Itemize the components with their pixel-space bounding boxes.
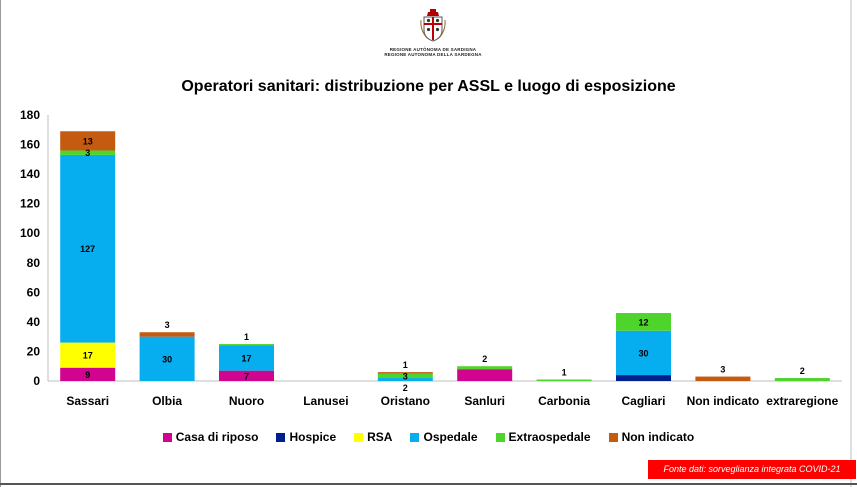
legend-item: RSA bbox=[354, 430, 392, 444]
y-tick-label: 60 bbox=[27, 285, 41, 299]
data-label: 13 bbox=[83, 136, 93, 146]
x-tick-label: Carbonia bbox=[538, 394, 590, 408]
legend-item: Casa di riposo bbox=[162, 430, 259, 444]
bar-segment bbox=[60, 342, 116, 368]
bar-segment bbox=[774, 378, 830, 381]
bar-segment bbox=[377, 373, 433, 379]
bar-segment bbox=[616, 375, 671, 381]
x-tick-label: extraregione bbox=[766, 394, 838, 408]
data-label: 2 bbox=[800, 366, 805, 376]
sardinia-coat-of-arms-icon bbox=[420, 9, 446, 42]
x-tick-label: Oristano bbox=[381, 394, 430, 408]
y-tick-label: 100 bbox=[20, 226, 40, 240]
data-label: 12 bbox=[638, 317, 648, 327]
y-tick-label: 0 bbox=[33, 374, 40, 388]
data-label: 17 bbox=[241, 354, 251, 364]
legend-item: Hospice bbox=[276, 430, 336, 444]
y-tick-label: 180 bbox=[20, 108, 40, 122]
bar-segment bbox=[60, 150, 116, 155]
legend-label: Non indicato bbox=[621, 430, 695, 444]
bar-segment bbox=[616, 313, 671, 331]
x-tick-label: Sanluri bbox=[464, 394, 505, 408]
y-tick-label: 80 bbox=[27, 256, 41, 270]
legend-swatch bbox=[410, 432, 420, 442]
x-tick-label: Non indicato bbox=[687, 394, 760, 408]
bar-segment bbox=[219, 344, 274, 346]
x-tick-label: Nuoro bbox=[229, 394, 264, 408]
bar-segment bbox=[60, 131, 116, 151]
legend-label: Hospice bbox=[289, 430, 337, 444]
data-label: 2 bbox=[482, 354, 487, 364]
legend-swatch bbox=[608, 432, 618, 442]
bar-segment bbox=[377, 378, 433, 381]
data-label: 3 bbox=[403, 371, 408, 381]
bar-segment bbox=[536, 379, 592, 381]
data-label: 2 bbox=[403, 383, 408, 393]
bar-segment bbox=[457, 369, 513, 381]
bar-segment bbox=[219, 370, 274, 381]
x-tick-label: Olbia bbox=[152, 394, 182, 408]
y-tick-label: 40 bbox=[27, 315, 41, 329]
legend-label: RSA bbox=[367, 430, 393, 444]
y-tick-label: 140 bbox=[20, 167, 40, 181]
legend-label: Ospedale bbox=[423, 430, 478, 444]
y-tick-label: 160 bbox=[20, 138, 40, 152]
bar-segment bbox=[695, 376, 751, 381]
bar-segment bbox=[60, 367, 116, 381]
data-label: 30 bbox=[638, 348, 648, 358]
bar-segment bbox=[377, 372, 433, 374]
bar-segment bbox=[60, 154, 116, 343]
legend-label: Casa di riposo bbox=[175, 430, 259, 444]
bar-segment bbox=[219, 345, 274, 371]
data-label: 7 bbox=[244, 371, 249, 381]
bar-segment bbox=[139, 336, 195, 381]
chart-legend: Casa di riposo Hospice RSA Ospedale Extraosp… bbox=[0, 430, 857, 444]
source-note: Fonte dati: sorveglianza integrata COVID… bbox=[648, 460, 856, 479]
data-label: 1 bbox=[562, 368, 567, 378]
legend-swatch bbox=[354, 432, 364, 442]
x-tick-label: Cagliari bbox=[621, 394, 665, 408]
region-logo: REGIONE AUTÒNOMA DE SARDIGNA REGIONE AUT… bbox=[383, 8, 483, 58]
bar-segment bbox=[457, 366, 513, 370]
logo-line-2: REGIONE AUTONOMA DELLA SARDEGNA bbox=[384, 52, 482, 57]
legend-item: Extraospedale bbox=[495, 430, 591, 444]
data-label: 1 bbox=[244, 332, 249, 342]
logo-line-1: REGIONE AUTÒNOMA DE SARDIGNA bbox=[389, 47, 477, 52]
data-label: 127 bbox=[80, 244, 95, 254]
legend-item: Non indicato bbox=[608, 430, 695, 444]
data-label: 17 bbox=[83, 351, 93, 361]
chart-title: Operatori sanitari: distribuzione per AS… bbox=[181, 78, 676, 95]
data-label: 1 bbox=[403, 360, 408, 370]
data-label: 9 bbox=[85, 370, 90, 380]
bar-segment bbox=[139, 332, 195, 337]
legend-swatch bbox=[495, 432, 505, 442]
legend-swatch bbox=[276, 432, 286, 442]
y-tick-label: 20 bbox=[27, 344, 41, 358]
data-label: 3 bbox=[85, 148, 90, 158]
x-tick-label: Sassari bbox=[66, 394, 109, 408]
x-tick-label: Lanusei bbox=[303, 394, 348, 408]
y-tick-label: 120 bbox=[20, 197, 40, 211]
legend-swatch bbox=[162, 432, 172, 442]
bar-segment bbox=[616, 330, 671, 376]
legend-label: Extraospedale bbox=[508, 430, 591, 444]
data-label: 3 bbox=[720, 365, 725, 375]
data-label: 3 bbox=[165, 320, 170, 330]
legend-item: Ospedale bbox=[410, 430, 478, 444]
data-label: 30 bbox=[162, 354, 172, 364]
